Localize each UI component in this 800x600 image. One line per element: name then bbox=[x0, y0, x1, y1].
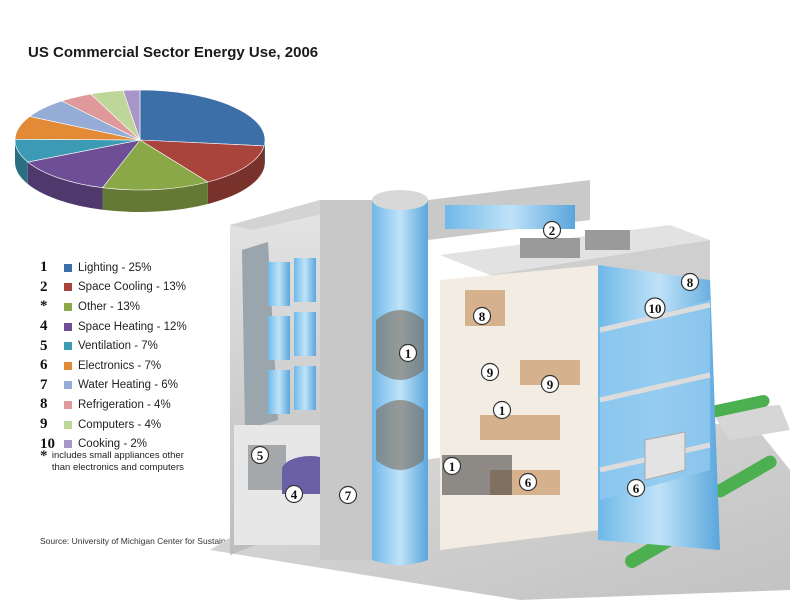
legend-label: Other - 13% bbox=[78, 300, 140, 313]
legend-item-water-heating: 7 Water Heating - 6% bbox=[40, 376, 230, 396]
legend-item-other: * Other - 13% bbox=[40, 297, 230, 317]
legend-label: Space Cooling - 13% bbox=[78, 281, 187, 294]
building-illustration: 1 1 1 2 4 5 6 6 7 8 8 9 9 10 bbox=[210, 180, 790, 600]
legend-label: Cooking - 2% bbox=[78, 438, 148, 451]
legend-label: Computers - 4% bbox=[78, 418, 162, 431]
svg-text:6: 6 bbox=[525, 475, 532, 490]
legend-swatch bbox=[64, 322, 72, 331]
footnote-text: includes small appliances other than ele… bbox=[51, 450, 184, 473]
chart-title: US Commercial Sector Energy Use, 2006 bbox=[28, 44, 319, 61]
legend-marker: 9 bbox=[40, 416, 48, 433]
pie-side-other bbox=[102, 181, 208, 212]
legend-label: Space Heating - 12% bbox=[78, 320, 187, 333]
main-building bbox=[428, 180, 720, 550]
legend-marker: 8 bbox=[40, 396, 48, 413]
callout-marker-9: 9 bbox=[480, 362, 500, 382]
legend-item-space-heating: 4 Space Heating - 12% bbox=[40, 317, 230, 337]
pie-side-space-cooling bbox=[207, 145, 265, 204]
callout-marker-2: 2 bbox=[542, 220, 562, 240]
svg-text:8: 8 bbox=[687, 275, 694, 290]
svg-text:9: 9 bbox=[487, 365, 494, 380]
legend-marker: 2 bbox=[40, 278, 48, 295]
svg-text:1: 1 bbox=[405, 346, 412, 361]
legend-marker: 4 bbox=[40, 318, 48, 335]
legend-swatch bbox=[64, 400, 72, 409]
callout-markers: 1 1 1 2 4 5 6 6 7 8 8 9 9 10 bbox=[250, 220, 700, 505]
legend-swatch bbox=[64, 381, 72, 390]
legend: 1 Lighting - 25% 2 Space Cooling - 13% * Othe… bbox=[40, 258, 230, 454]
callout-marker-1: 1 bbox=[442, 456, 462, 476]
legend-swatch bbox=[64, 440, 72, 449]
legend-label: Water Heating - 6% bbox=[78, 379, 178, 392]
legend-item-cooking: 10 Cooking - 2% bbox=[40, 434, 230, 454]
legend-marker: 10 bbox=[40, 435, 55, 452]
callout-marker-1: 1 bbox=[398, 343, 418, 363]
pie-slice-space-heating bbox=[27, 139, 141, 189]
legend-swatch bbox=[64, 420, 72, 429]
svg-text:1: 1 bbox=[449, 459, 456, 474]
callout-marker-9: 9 bbox=[540, 374, 560, 394]
callout-marker-6: 6 bbox=[518, 472, 538, 492]
callout-marker-4: 4 bbox=[284, 484, 304, 504]
legend-item-ventilation: 5 Ventilation - 7% bbox=[40, 336, 230, 356]
callout-marker-5: 5 bbox=[250, 445, 270, 465]
callout-marker-7: 7 bbox=[338, 485, 358, 505]
legend-swatch bbox=[64, 361, 72, 370]
svg-text:4: 4 bbox=[291, 487, 298, 502]
legend-item-lighting: 1 Lighting - 25% bbox=[40, 258, 230, 278]
svg-text:2: 2 bbox=[549, 223, 556, 238]
svg-text:10: 10 bbox=[649, 301, 662, 316]
pie-chart bbox=[14, 89, 266, 212]
callout-marker-10: 10 bbox=[644, 297, 666, 319]
pie-slice-other bbox=[102, 139, 209, 191]
pie-slice-space-cooling bbox=[138, 139, 265, 183]
legend-marker: 5 bbox=[40, 337, 48, 354]
legend-label: Ventilation - 7% bbox=[78, 340, 158, 353]
legend-label: Lighting - 25% bbox=[78, 261, 152, 274]
legend-marker: 6 bbox=[40, 357, 48, 374]
callout-marker-1: 1 bbox=[492, 400, 512, 420]
callout-marker-6: 6 bbox=[626, 478, 646, 498]
stair-tower bbox=[320, 190, 428, 565]
svg-text:1: 1 bbox=[499, 403, 506, 418]
legend-swatch bbox=[64, 342, 72, 351]
legend-label: Electronics - 7% bbox=[78, 359, 162, 372]
footnote-marker: * bbox=[40, 448, 48, 464]
legend-marker: * bbox=[40, 298, 48, 315]
legend-swatch bbox=[64, 283, 72, 292]
svg-text:9: 9 bbox=[547, 377, 554, 392]
legend-marker: 1 bbox=[40, 259, 48, 276]
footnote: * includes small appliances other than e… bbox=[40, 448, 190, 474]
svg-text:8: 8 bbox=[479, 309, 486, 324]
legend-item-refrigeration: 8 Refrigeration - 4% bbox=[40, 395, 230, 415]
pie-side-lighting bbox=[264, 140, 265, 168]
legend-marker: 7 bbox=[40, 376, 48, 393]
svg-text:6: 6 bbox=[633, 481, 640, 496]
legend-swatch bbox=[64, 302, 72, 311]
legend-item-space-cooling: 2 Space Cooling - 13% bbox=[40, 278, 230, 298]
callout-marker-8: 8 bbox=[680, 272, 700, 292]
pie-side-space-heating bbox=[27, 162, 103, 210]
pie-slice-cooking bbox=[122, 89, 141, 141]
pie-slice-lighting bbox=[139, 89, 266, 147]
legend-label: Refrigeration - 4% bbox=[78, 398, 171, 411]
svg-text:5: 5 bbox=[257, 448, 264, 463]
legend-item-electronics: 6 Electronics - 7% bbox=[40, 356, 230, 376]
callout-marker-8: 8 bbox=[472, 306, 492, 326]
source-note: Source: University of Michigan Center fo… bbox=[40, 536, 277, 546]
pie-side-ventilation bbox=[15, 140, 28, 185]
legend-swatch bbox=[64, 263, 72, 272]
legend-item-computers: 9 Computers - 4% bbox=[40, 415, 230, 435]
svg-text:7: 7 bbox=[345, 488, 352, 503]
